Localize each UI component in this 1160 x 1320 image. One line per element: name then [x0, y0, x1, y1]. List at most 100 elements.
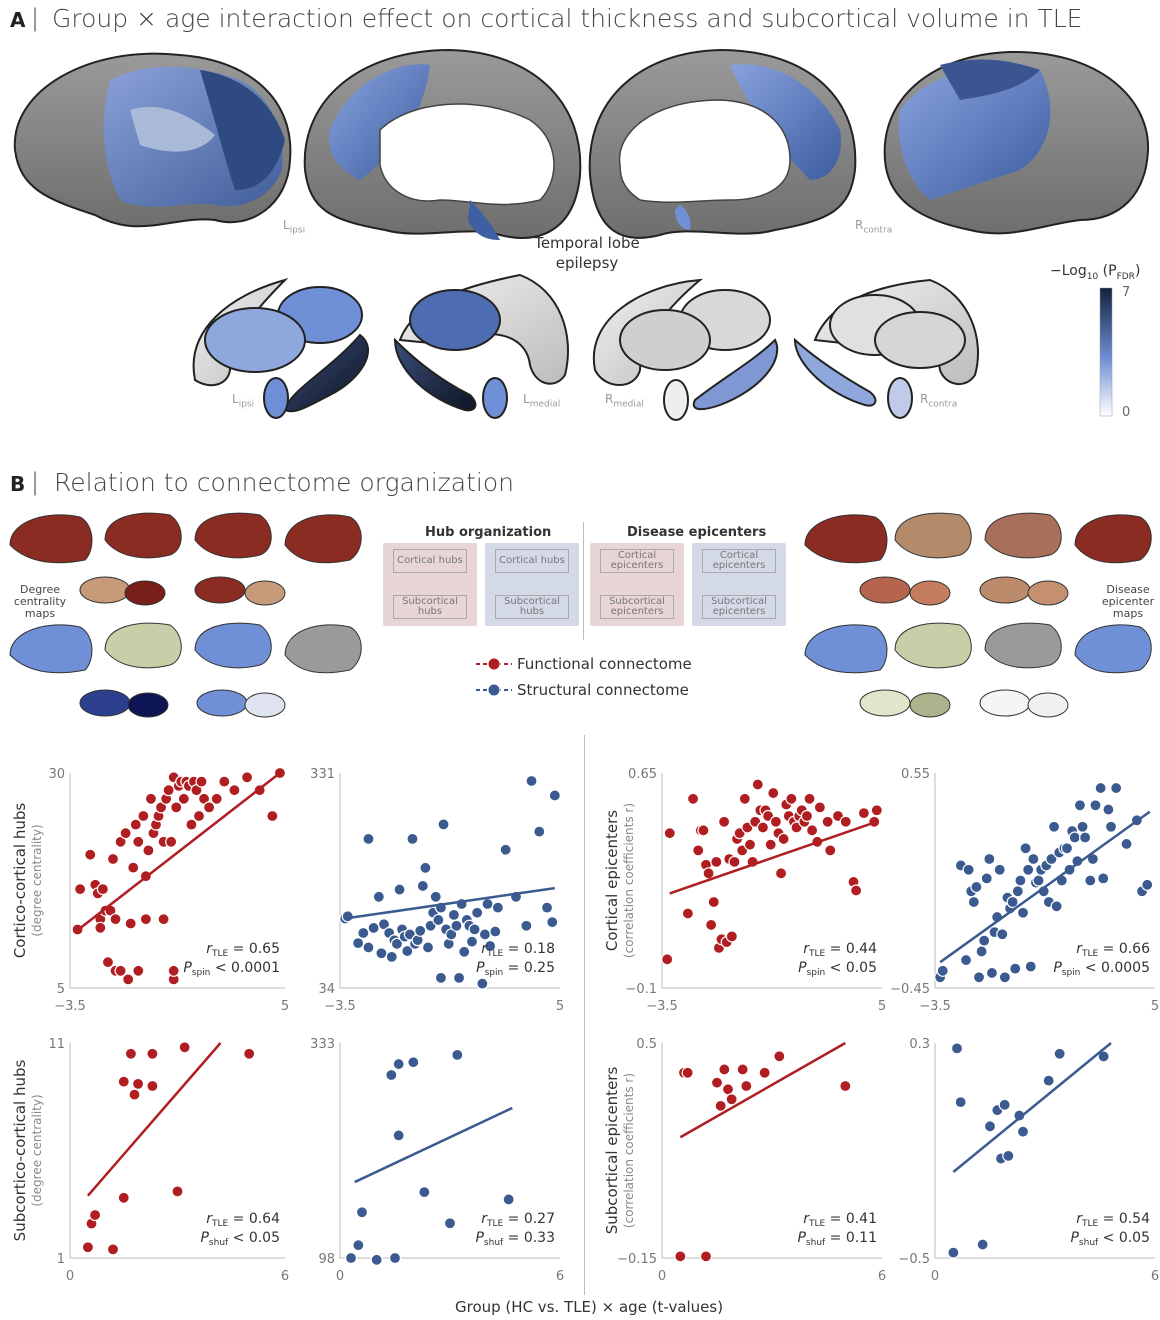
data-point — [1045, 852, 1058, 866]
r-statistic: rTLE = 0.44 — [803, 941, 877, 959]
data-point — [824, 844, 837, 857]
subcortical-hubs-functional: Subcortical hubs — [393, 595, 467, 619]
subcortical-epicenters-structural: Subcortical epicenters — [702, 595, 776, 619]
data-point — [390, 937, 404, 950]
data-point — [686, 792, 700, 805]
data-point — [707, 895, 720, 909]
data-point — [170, 801, 183, 814]
x-tick-min: 0 — [336, 1269, 344, 1284]
data-point — [1141, 878, 1154, 891]
y-tick-max: 0.55 — [901, 767, 930, 782]
data-point — [451, 1048, 464, 1061]
data-point — [468, 923, 481, 936]
data-point — [144, 792, 158, 805]
x-tick-min: 0 — [931, 1269, 939, 1284]
r-statistic: rTLE = 0.41 — [803, 1211, 877, 1229]
p-statistic: Pshuf = 0.11 — [797, 1230, 877, 1248]
disease-epicenter-label: Disease epicenter maps — [1101, 583, 1155, 620]
colorbar — [1099, 287, 1113, 417]
data-point — [178, 1041, 191, 1054]
subcortical-hubs-structural: Subcortical hubs — [495, 595, 569, 619]
data-point — [367, 921, 380, 935]
data-point — [481, 897, 494, 911]
fit-line — [679, 1041, 846, 1139]
data-point — [484, 939, 497, 953]
data-point — [370, 1253, 383, 1266]
data-point — [185, 818, 198, 831]
cortex-right-lateral — [883, 50, 1150, 235]
x-tick-max: 5 — [281, 999, 289, 1014]
y-tick-max: 0.65 — [628, 767, 657, 782]
y-tick-min: 34 — [318, 982, 335, 997]
data-point — [821, 815, 834, 828]
data-point — [806, 824, 819, 837]
data-point — [127, 861, 140, 874]
data-point — [1073, 799, 1087, 812]
data-point — [352, 937, 365, 950]
y-tick-min: 98 — [318, 1252, 335, 1267]
data-point — [476, 977, 489, 990]
functional-epi-box: Cortical epicenters Subcortical epicente… — [590, 543, 684, 626]
data-point — [1060, 842, 1074, 855]
r-statistic: rTLE = 0.54 — [1076, 1211, 1150, 1229]
data-point — [432, 913, 445, 927]
data-point — [758, 1066, 771, 1079]
data-point — [478, 928, 492, 941]
scatter-cc_func: 30 5 −3.5 5 Cortico-cortical hubs (degree cen… — [11, 766, 289, 1014]
fit-line — [86, 1042, 222, 1197]
data-point — [743, 838, 757, 851]
data-point — [777, 832, 790, 846]
r-statistic: rTLE = 0.64 — [206, 1211, 280, 1229]
data-point — [773, 1050, 786, 1063]
legend-functional-marker — [487, 657, 501, 671]
data-point — [857, 807, 870, 820]
y-tick-min: −0.1 — [625, 982, 657, 997]
data-point — [124, 917, 137, 930]
data-point — [710, 855, 723, 868]
y-tick-min: −0.5 — [898, 1252, 930, 1267]
data-point — [998, 971, 1011, 984]
data-point — [419, 861, 432, 874]
scatter-se_func: 0.5 −0.150 6 Subcortical epicenters (correla… — [603, 1037, 886, 1284]
x-tick-max: 6 — [556, 1269, 564, 1284]
data-point — [674, 1250, 687, 1263]
data-point — [210, 792, 223, 805]
panel-a-brain-figure — [13, 48, 1150, 421]
data-point — [491, 901, 504, 914]
p-statistic: Pshuf < 0.05 — [1070, 1230, 1150, 1248]
x-tick-min: −3.5 — [54, 999, 86, 1014]
data-point — [1016, 1125, 1030, 1138]
panel-a-title: Group × age interaction effect on cortic… — [52, 4, 1083, 33]
x-tick-min: −3.5 — [324, 999, 356, 1014]
data-point — [1027, 852, 1040, 866]
y-tick-min: −0.15 — [617, 1252, 657, 1267]
degree-centrality-maps — [9, 512, 362, 718]
center-label-tle: Temporal lobe epilepsy — [534, 234, 640, 272]
header-divider — [583, 522, 584, 640]
data-point — [850, 884, 863, 897]
degree-centrality-label: Degree centrality maps — [13, 583, 67, 620]
data-point — [803, 792, 816, 805]
x-tick-min: −3.5 — [646, 999, 678, 1014]
y-axis-label: Subcortico-cortical hubs — [11, 1059, 29, 1241]
data-point — [663, 827, 676, 840]
data-point — [1002, 1149, 1015, 1162]
p-statistic: Pspin < 0.0001 — [183, 960, 280, 978]
data-point — [393, 883, 406, 896]
data-point — [101, 956, 115, 969]
data-point — [162, 784, 175, 797]
data-point — [499, 843, 512, 856]
data-point — [81, 1241, 95, 1254]
data-point — [785, 792, 798, 805]
fit-line — [939, 810, 1151, 964]
data-point — [416, 879, 429, 893]
data-point — [1097, 872, 1110, 885]
data-point — [1110, 781, 1123, 795]
data-point — [740, 1079, 753, 1093]
data-point — [985, 966, 999, 980]
data-point — [839, 1079, 852, 1093]
data-point — [392, 1129, 405, 1142]
data-point — [452, 971, 466, 984]
